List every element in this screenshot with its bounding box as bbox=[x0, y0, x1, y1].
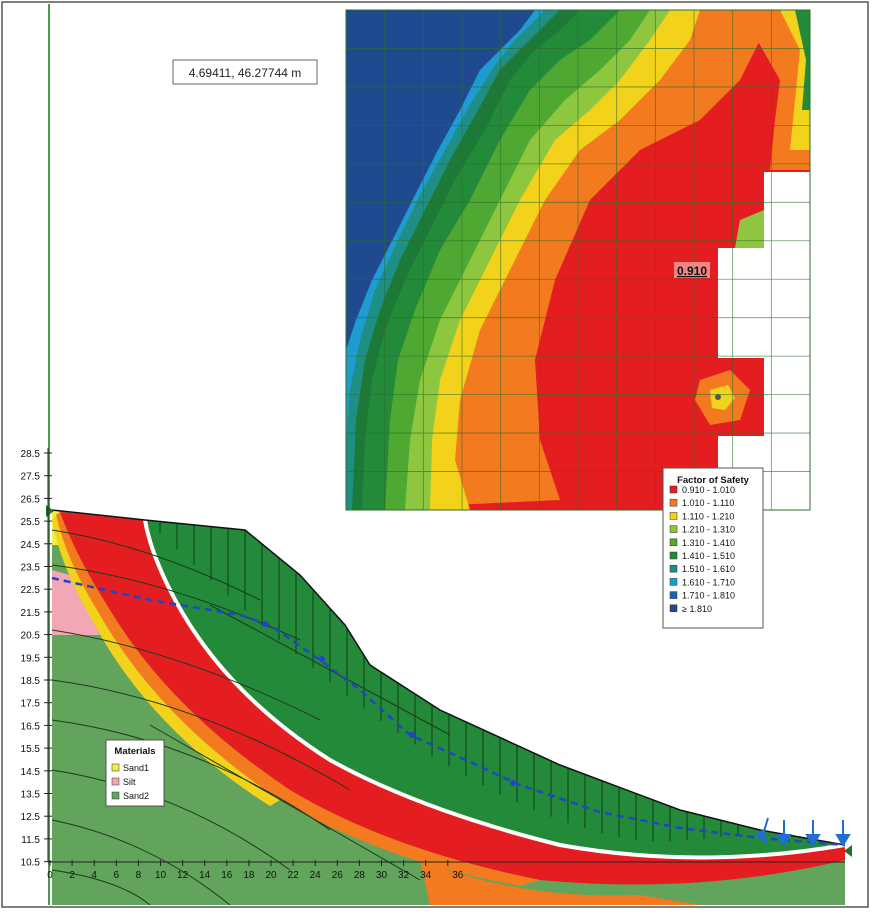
fos-legend-swatch bbox=[669, 485, 678, 494]
y-tick-label: 24.5 bbox=[21, 540, 41, 551]
fos-legend-label: 1.110 - 1.210 bbox=[682, 511, 734, 521]
fos-legend-swatch bbox=[669, 564, 678, 573]
fos-legend-swatch bbox=[669, 512, 678, 520]
y-tick-label: 16.5 bbox=[21, 721, 41, 732]
x-tick-label: 26 bbox=[332, 870, 344, 881]
fos-legend-swatch bbox=[669, 578, 678, 586]
contour-band-right-1410 bbox=[795, 10, 810, 110]
fos-grid-contour bbox=[345, 9, 811, 511]
min-fos-label: 0.910 bbox=[674, 262, 710, 278]
y-tick-label: 22.5 bbox=[21, 585, 41, 596]
material-silt-region bbox=[52, 570, 100, 635]
fos-legend-label: 1.610 - 1.710 bbox=[682, 577, 735, 587]
contour-island-yellow bbox=[710, 385, 735, 410]
materials-legend-title: Materials bbox=[114, 746, 155, 757]
y-tick-label: 26.5 bbox=[21, 494, 41, 505]
x-tick-label: 22 bbox=[288, 870, 300, 881]
material-label: Silt bbox=[123, 777, 136, 787]
x-tick-label: 36 bbox=[452, 870, 464, 881]
surface-load-arrows bbox=[754, 817, 851, 847]
materials-legend: Materials Sand1 Silt Sand2 bbox=[105, 739, 165, 807]
sliding-mass bbox=[145, 520, 845, 858]
x-tick-label: 20 bbox=[265, 870, 277, 881]
y-tick-label: 10.5 bbox=[21, 858, 41, 869]
x-tick-label: 32 bbox=[398, 870, 410, 881]
phreatic-point bbox=[409, 732, 415, 738]
material-swatch bbox=[111, 791, 120, 800]
fos-legend-swatch bbox=[669, 498, 678, 507]
fos-legend-swatch bbox=[669, 591, 678, 599]
x-tick-label: 6 bbox=[114, 870, 120, 881]
x-axis: 0 2 4 6 8 10 12 14 16 18 20 22 24 26 28 30 32 34 36 bbox=[47, 860, 845, 881]
fos-legend-swatch bbox=[669, 604, 678, 613]
y-tick-label: 23.5 bbox=[21, 563, 41, 574]
fos-legend-label: 0.910 - 1.010 bbox=[682, 485, 735, 495]
y-tick-label: 25.5 bbox=[21, 517, 41, 528]
fos-legend-label: 1.510 - 1.610 bbox=[682, 564, 735, 574]
x-tick-label: 34 bbox=[420, 870, 432, 881]
x-tick-label: 12 bbox=[177, 870, 189, 881]
y-tick-label: 13.5 bbox=[21, 790, 41, 801]
y-tick-label: 15.5 bbox=[21, 744, 41, 755]
y-tick-label: 11.5 bbox=[21, 835, 40, 846]
phreatic-point bbox=[262, 621, 268, 627]
x-tick-label: 8 bbox=[136, 870, 142, 881]
fos-legend-label: 1.310 - 1.410 bbox=[682, 538, 735, 548]
material-label: Sand2 bbox=[123, 791, 149, 801]
material-swatch bbox=[111, 777, 120, 786]
min-fos-value: 0.910 bbox=[677, 264, 707, 278]
fos-legend-title: Factor of Safety bbox=[677, 475, 750, 486]
contour-band-right-1110 bbox=[780, 10, 810, 150]
y-tick-label: 27.5 bbox=[21, 472, 41, 483]
x-tick-label: 2 bbox=[69, 870, 75, 881]
grid-lines bbox=[345, 9, 811, 511]
x-tick-label: 0 bbox=[47, 870, 53, 881]
critical-slip-band bbox=[60, 512, 845, 885]
y-axis: 28.5 27.5 26.5 25.5 24.5 23.5 22.5 21.5 20.5 19.5… bbox=[21, 448, 52, 869]
critical-center-point bbox=[715, 394, 721, 400]
fos-legend: Factor of Safety 0.910 - 1.010 1.010 - 1.… bbox=[662, 467, 764, 629]
fos-legend-swatch bbox=[669, 538, 678, 547]
phreatic-point bbox=[510, 780, 516, 786]
y-tick-label: 19.5 bbox=[21, 653, 41, 664]
fos-legend-label: 1.010 - 1.110 bbox=[682, 498, 734, 508]
fos-legend-label: 1.210 - 1.310 bbox=[682, 525, 735, 535]
phreatic-point bbox=[319, 656, 325, 662]
ground-surface bbox=[51, 509, 846, 846]
material-label: Sand1 bbox=[123, 763, 149, 773]
slope-cross-section bbox=[46, 505, 852, 906]
fos-legend-label: 1.710 - 1.810 bbox=[682, 591, 735, 601]
x-tick-label: 14 bbox=[199, 870, 211, 881]
x-tick-label: 18 bbox=[243, 870, 255, 881]
unsolved-cells-mid bbox=[718, 248, 764, 358]
fos-legend-label: ≥ 1.810 bbox=[682, 604, 712, 614]
right-end-marker bbox=[844, 845, 852, 857]
x-tick-label: 10 bbox=[155, 870, 167, 881]
x-tick-label: 24 bbox=[310, 870, 322, 881]
x-tick-label: 4 bbox=[91, 870, 97, 881]
y-tick-label: 12.5 bbox=[21, 812, 41, 823]
slip-band-toe-orange bbox=[420, 860, 700, 905]
x-tick-label: 16 bbox=[221, 870, 233, 881]
contour-band-1810 bbox=[346, 10, 535, 350]
unsolved-cells-right bbox=[764, 172, 810, 510]
y-tick-label: 17.5 bbox=[21, 699, 41, 710]
y-tick-label: 28.5 bbox=[21, 449, 41, 460]
contour-small-green bbox=[735, 210, 764, 248]
material-swatch bbox=[111, 763, 120, 772]
x-tick-label: 28 bbox=[354, 870, 366, 881]
y-tick-label: 18.5 bbox=[21, 676, 41, 687]
fos-legend-swatch bbox=[669, 525, 678, 533]
y-tick-label: 20.5 bbox=[21, 631, 41, 642]
fos-legend-swatch bbox=[669, 551, 678, 560]
coordinate-readout: 4.69411, 46.27744 m bbox=[189, 66, 302, 80]
y-tick-label: 21.5 bbox=[21, 608, 41, 619]
y-tick-label: 14.5 bbox=[21, 767, 41, 778]
fos-legend-label: 1.410 - 1.510 bbox=[682, 551, 735, 561]
coordinate-readout-box: 4.69411, 46.27744 m bbox=[172, 59, 318, 85]
x-tick-label: 30 bbox=[376, 870, 388, 881]
